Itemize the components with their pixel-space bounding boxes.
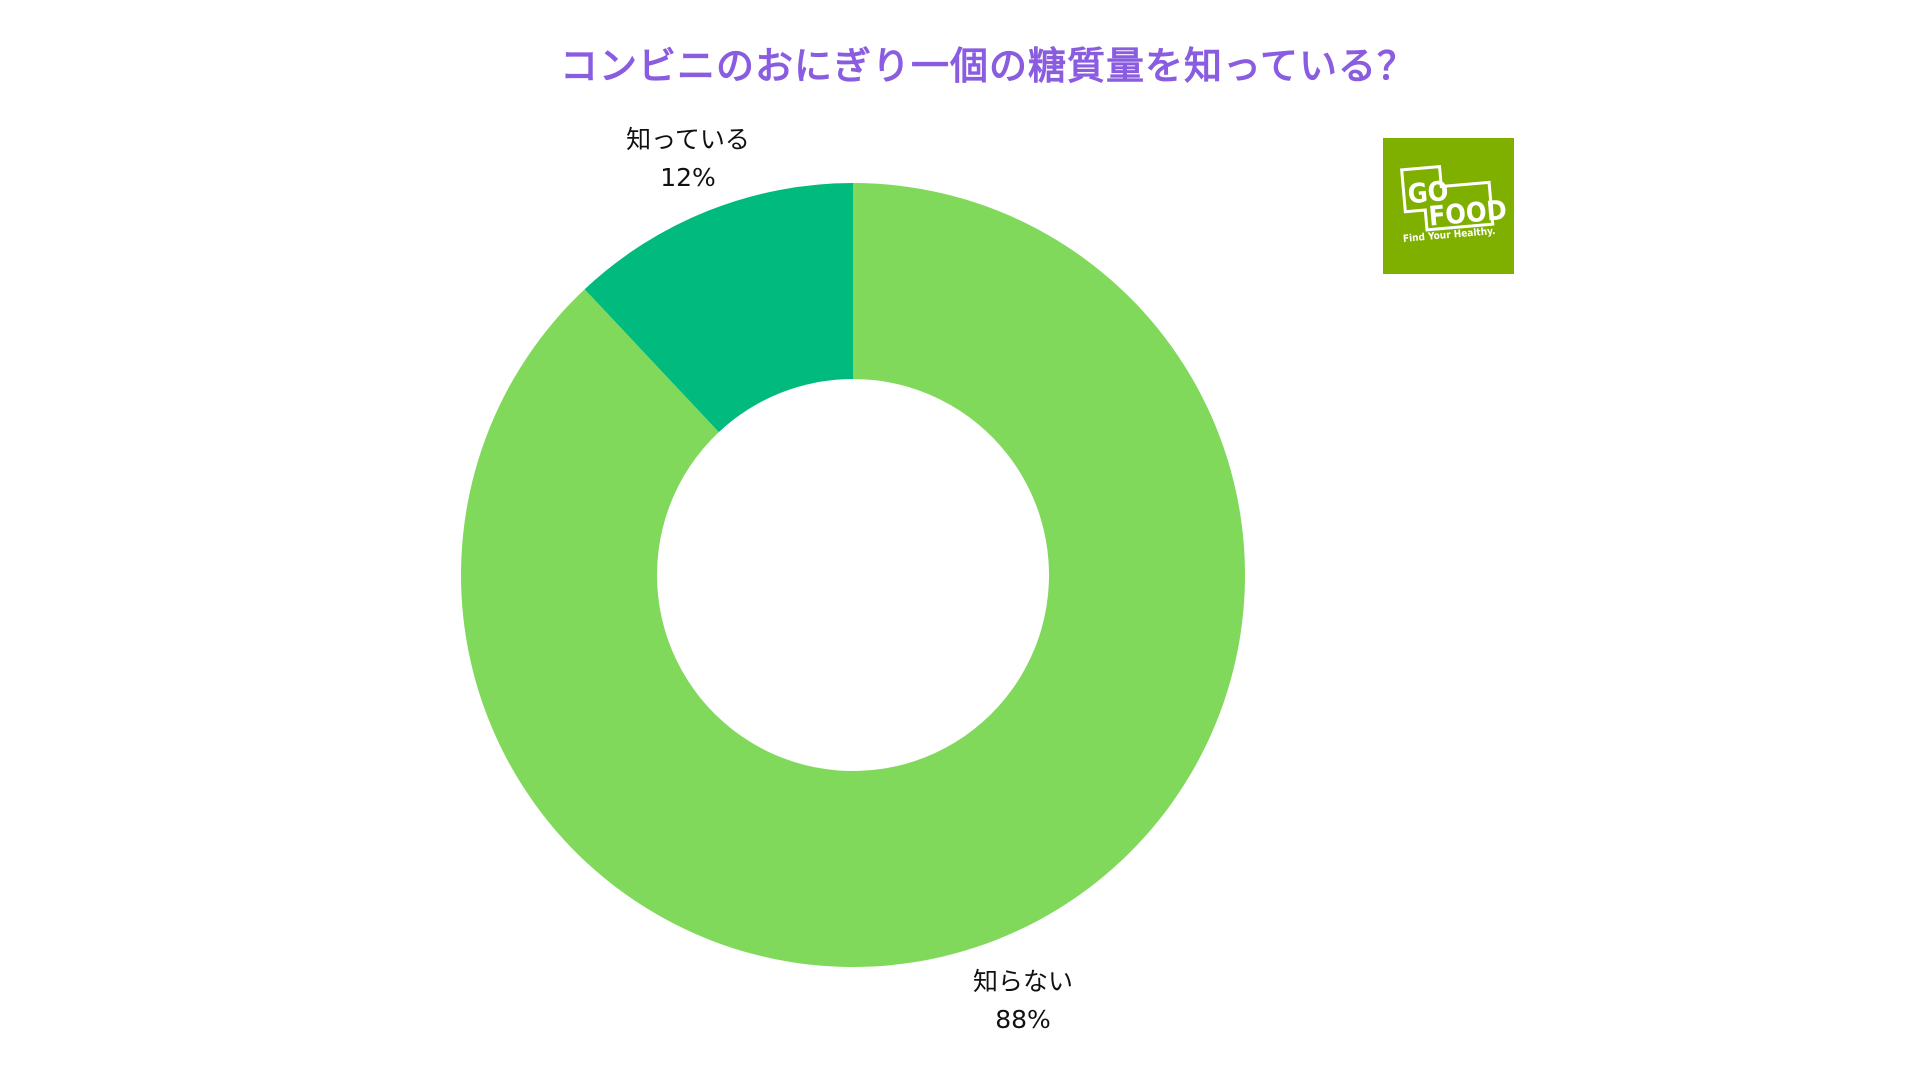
donut-slices [461,182,1246,967]
label-known-name: 知っている [626,125,750,154]
svg-text:GO: GO [1407,176,1450,210]
gofood-logo: GO FOOD Find Your Healthy. [1383,138,1514,274]
gofood-logo-icon: GO FOOD [1400,164,1508,233]
chart-title: コンビニのおにぎり一個の糖質量を知っている？ [559,44,1417,88]
label-known-percent: 12% [660,163,716,192]
donut-slice-known [584,182,853,433]
label-known: 知っている 12% [588,121,788,197]
svg-text:FOOD: FOOD [1428,195,1508,233]
label-unknown-percent: 88% [995,1005,1051,1034]
donut-slice-unknown [461,183,1246,967]
label-unknown: 知らない 88% [923,963,1123,1039]
label-unknown-name: 知らない [972,967,1073,996]
